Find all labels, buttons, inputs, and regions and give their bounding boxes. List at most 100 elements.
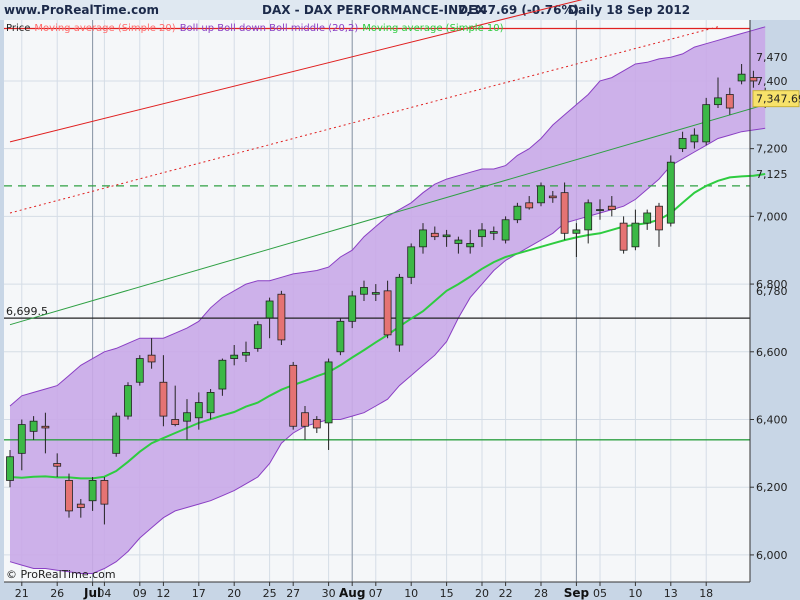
- candle-body: [619, 222, 628, 251]
- candle: [430, 226, 439, 241]
- y-tick-label: 6,800: [756, 278, 788, 291]
- candle: [336, 317, 345, 356]
- candle: [442, 229, 451, 247]
- x-tick-label: 26: [50, 587, 64, 600]
- candle: [678, 131, 687, 153]
- candle-body: [100, 480, 109, 505]
- candle: [607, 196, 616, 217]
- x-tick-label: 18: [699, 587, 713, 600]
- candle-body: [348, 295, 357, 322]
- candle-body: [478, 229, 486, 238]
- candle: [525, 196, 534, 210]
- candle-body: [206, 392, 215, 414]
- candle-body: [336, 320, 345, 353]
- candle-body: [124, 385, 132, 417]
- y-tick-label: 7,000: [756, 210, 788, 223]
- value-tag: 6,780: [756, 285, 788, 298]
- candle-body: [714, 97, 722, 106]
- candle: [596, 199, 604, 220]
- candle: [29, 416, 38, 440]
- candle-body: [548, 195, 557, 199]
- candle-body: [147, 354, 156, 363]
- candle-body: [301, 412, 309, 427]
- value-tag: 7,347.69: [756, 93, 800, 106]
- candle-body: [737, 73, 746, 82]
- candle: [466, 229, 475, 254]
- bollinger-upper-line: [9, 26, 766, 407]
- candle-body: [702, 104, 711, 143]
- candle: [183, 399, 191, 440]
- candle: [159, 355, 168, 427]
- candle: [501, 216, 510, 244]
- candle-body: [513, 205, 522, 221]
- x-tick-label: 17: [192, 587, 206, 600]
- value-tag: 7,125: [756, 168, 788, 181]
- legend-item: Moving average (Simple 10): [362, 23, 503, 34]
- candle: [631, 209, 640, 251]
- candle-body: [489, 231, 498, 234]
- candle: [171, 385, 180, 427]
- candle-body: [407, 246, 416, 278]
- x-tick-label: 25: [263, 587, 277, 600]
- candle: [348, 290, 357, 329]
- site-label[interactable]: www.ProRealTime.com: [4, 3, 159, 17]
- legend: Price Moving average (Simple 20) Boll up B…: [6, 23, 504, 34]
- candle: [289, 361, 298, 430]
- candle: [41, 412, 50, 454]
- candle-body: [537, 185, 545, 204]
- x-tick-label: 20: [475, 587, 489, 600]
- candle: [537, 182, 545, 207]
- legend-item: Price: [6, 23, 30, 34]
- candle: [100, 477, 109, 525]
- x-tick-label: 22: [499, 587, 513, 600]
- candlesticks: [6, 64, 770, 525]
- candle: [218, 358, 227, 396]
- candle-body: [419, 229, 427, 248]
- candle-body: [643, 212, 652, 224]
- axes: 6,000 6,200 6,400 6,600 6,800 7,000 7,200 7,400…: [4, 20, 800, 600]
- candle: [112, 412, 121, 457]
- x-tick-label: Jul: [83, 586, 101, 600]
- candle: [666, 155, 675, 227]
- candle: [65, 473, 73, 518]
- candle-body: [88, 480, 97, 502]
- x-tick-label: 09: [133, 587, 147, 600]
- candle: [383, 280, 392, 339]
- price-change: 7,347.69 (-0.76%): [458, 3, 579, 17]
- candle-body: [277, 293, 286, 341]
- candle: [619, 216, 628, 254]
- candle-body: [725, 94, 734, 109]
- candle-body: [596, 209, 604, 211]
- y-tick-label: 6,400: [756, 413, 788, 426]
- candle-body: [265, 300, 274, 319]
- candle: [312, 416, 321, 434]
- candle-body: [442, 234, 451, 238]
- candle-body: [360, 287, 368, 295]
- x-tick-label: 28: [534, 587, 548, 600]
- candle: [371, 284, 380, 301]
- last-price-tag: [752, 90, 800, 108]
- legend-item: Moving average (Simple 20): [34, 23, 175, 34]
- candle: [88, 477, 97, 511]
- candle: [135, 355, 144, 386]
- candle-body: [6, 456, 14, 481]
- x-tick-label: 10: [404, 587, 418, 600]
- candle-body: [572, 229, 581, 234]
- x-tick-label: Sep: [564, 586, 590, 600]
- candle-body: [289, 364, 298, 427]
- candle-body: [159, 381, 168, 417]
- candle-body: [395, 276, 404, 346]
- x-tick-label: 07: [369, 587, 383, 600]
- x-tick-label: Aug: [339, 586, 365, 600]
- candle-body: [194, 402, 203, 419]
- candle: [513, 202, 522, 224]
- candle: [489, 226, 498, 241]
- candle-body: [584, 202, 593, 231]
- candle: [206, 389, 215, 420]
- candle: [714, 77, 722, 109]
- candle: [277, 290, 286, 346]
- x-tick-label: 15: [440, 587, 454, 600]
- candle-body: [690, 134, 699, 143]
- candle-body: [171, 419, 180, 425]
